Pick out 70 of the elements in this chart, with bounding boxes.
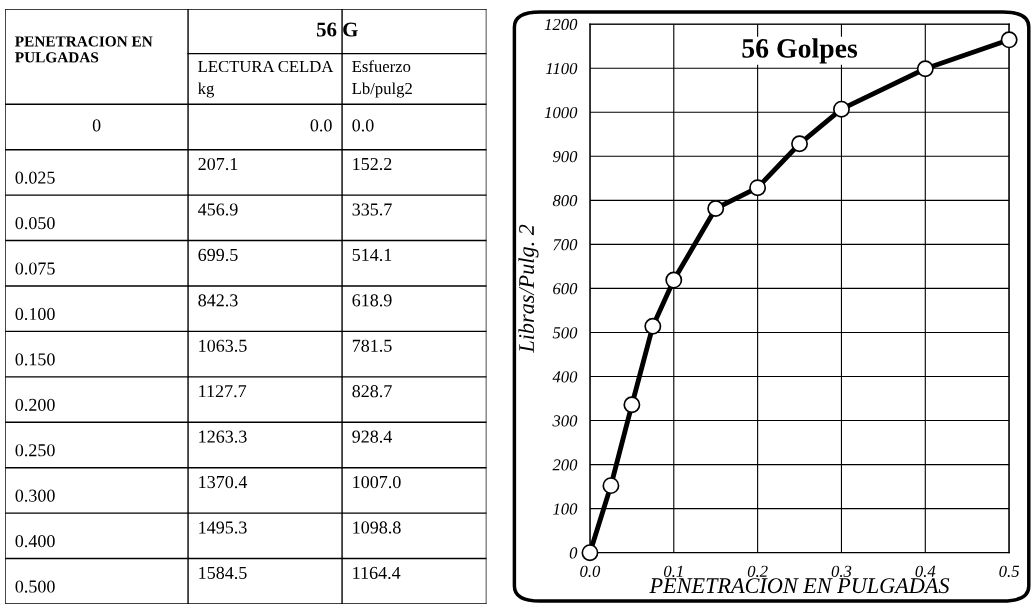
text: 1127.7 — [199, 385, 247, 398]
x-axis-title: PENETRACION EN PULGADAS — [649, 578, 950, 594]
text: 1063.5 — [199, 339, 247, 352]
y-tick-label: 200 — [552, 459, 578, 471]
y-tick-label: 400 — [552, 371, 578, 383]
text: 1263.3 — [199, 430, 247, 443]
point — [1000, 31, 1018, 49]
text: 1584.5 — [199, 566, 247, 580]
y-tick-label: 1000 — [544, 106, 578, 119]
y-tick-label: 900 — [552, 150, 578, 163]
text: 1007.0 — [353, 475, 401, 489]
text: 1370.4 — [199, 475, 248, 489]
text: 618.9 — [352, 294, 392, 307]
chart-title: 56 Golpes — [742, 38, 858, 64]
point — [602, 477, 620, 495]
text: 0.050 — [15, 216, 55, 230]
text: 1164.4 — [353, 566, 401, 580]
text: PENETRACION EN PULGADAS — [15, 36, 153, 63]
x-tick-label: 0.1 — [664, 565, 683, 577]
text: 0.100 — [15, 307, 55, 321]
text: 0.500 — [15, 580, 55, 593]
text: 781.5 — [352, 339, 392, 352]
text: 0 — [92, 119, 101, 132]
point — [644, 317, 662, 335]
x-tick-label: 0.3 — [831, 565, 852, 577]
text: 0.250 — [15, 444, 55, 457]
text: 514.1 — [352, 248, 392, 262]
text: 928.4 — [352, 430, 393, 443]
y-tick-label: 300 — [552, 415, 578, 427]
text: 0.025 — [15, 171, 55, 184]
text: 699.5 — [198, 248, 238, 262]
text: 0.150 — [15, 353, 55, 366]
text: 207.1 — [198, 157, 238, 171]
text: 828.7 — [352, 385, 392, 398]
point — [916, 60, 934, 78]
y-tick-label: 100 — [553, 503, 578, 515]
text: LECTURA CELDA kg — [198, 60, 334, 98]
point — [832, 100, 850, 118]
x-tick-label: 0.0 — [580, 565, 601, 577]
point — [581, 544, 599, 562]
point — [665, 271, 683, 289]
text: Esfuerzo Lb/pulg2 — [352, 60, 412, 98]
point — [623, 396, 641, 414]
text: 0.200 — [15, 398, 55, 411]
y-tick-label: 700 — [553, 239, 578, 251]
point — [707, 200, 725, 217]
text: 0.075 — [15, 262, 55, 275]
point — [791, 135, 809, 153]
text: 456.9 — [198, 203, 238, 216]
y-axis-title: Libras/Pulg. 2 — [518, 224, 539, 353]
y-tick-label: 0 — [569, 547, 578, 559]
text: 842.3 — [198, 294, 238, 307]
text: 0.0 — [310, 119, 332, 132]
text: 0.0 — [352, 119, 374, 132]
text: 1495.3 — [199, 521, 247, 534]
text: 0.400 — [15, 535, 55, 548]
text: 56 G — [316, 22, 358, 37]
y-tick-label: 500 — [552, 327, 578, 339]
x-tick-label: 0.5 — [999, 565, 1020, 577]
y-tick-label: 600 — [553, 283, 578, 295]
x-tick-label: 0.2 — [747, 565, 768, 577]
text: 0.300 — [15, 489, 55, 502]
point — [749, 179, 767, 197]
text: 152.2 — [353, 157, 392, 171]
x-tick-label: 0.4 — [915, 565, 936, 577]
text: 1098.8 — [353, 521, 401, 534]
text: 335.7 — [352, 203, 392, 216]
y-tick-label: 1100 — [545, 62, 578, 75]
y-tick-label: 800 — [552, 195, 578, 207]
y-tick-label: 1200 — [544, 18, 578, 31]
